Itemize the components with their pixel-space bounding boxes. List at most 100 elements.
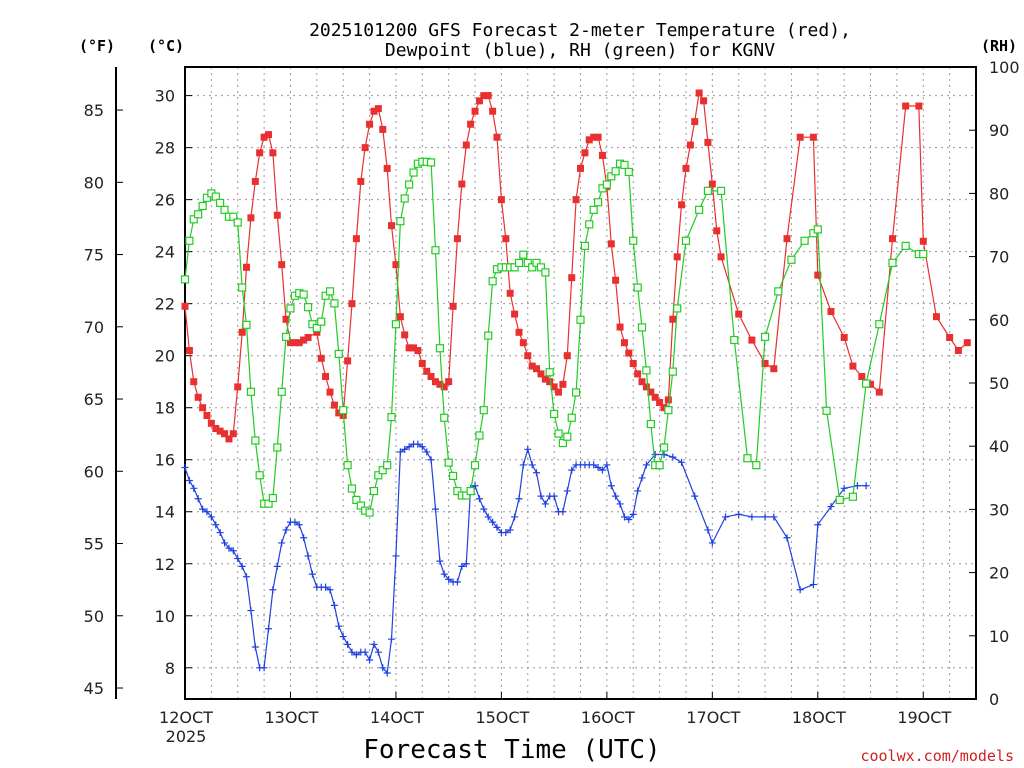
temperature-point xyxy=(524,352,532,360)
temperature-point xyxy=(546,378,554,386)
temperature-point xyxy=(273,211,281,219)
dewpoint-point xyxy=(440,570,448,578)
dewpoint-point xyxy=(722,513,730,521)
rh-point xyxy=(216,198,225,207)
rh-point xyxy=(229,212,238,221)
dewpoint-point xyxy=(678,458,686,466)
temperature-point xyxy=(519,339,527,347)
rh-point xyxy=(848,492,858,501)
temperature-point xyxy=(344,357,352,365)
dewpoint-point xyxy=(234,555,242,563)
rh-point xyxy=(589,205,598,214)
temperature-point xyxy=(664,396,672,404)
temperature-point xyxy=(867,380,875,388)
dewpoint-point xyxy=(651,451,659,459)
rh-point xyxy=(194,210,203,219)
temperature-point xyxy=(199,404,207,412)
dewpoint-point xyxy=(431,505,439,513)
dewpoint-point xyxy=(796,586,804,594)
rh-point xyxy=(475,431,484,440)
celsius-unit-label: (°C) xyxy=(148,37,184,55)
dewpoint-point xyxy=(629,510,637,518)
temperature-point xyxy=(238,328,246,336)
rh-point xyxy=(325,287,335,296)
temperature-point xyxy=(181,302,189,310)
rh-point xyxy=(730,335,739,345)
rh-point xyxy=(901,241,910,250)
rh-point xyxy=(695,205,704,214)
rh-point xyxy=(242,320,251,329)
dewpoint-point xyxy=(194,495,202,503)
temperature-point xyxy=(761,359,769,367)
fahrenheit-tick-label: 75 xyxy=(84,246,104,265)
data-series xyxy=(180,89,971,677)
rh-point xyxy=(637,323,647,332)
rh-tick-label: 20 xyxy=(989,564,1009,583)
dewpoint-point xyxy=(418,443,426,451)
x-tick-label: 15OCT xyxy=(475,708,529,727)
dewpoint-point xyxy=(388,635,396,643)
rh-point xyxy=(405,180,414,189)
rh-point xyxy=(238,283,247,292)
rh-point xyxy=(541,268,550,277)
dewpoint-point xyxy=(181,464,189,472)
temperature-point xyxy=(379,125,387,133)
dewpoint-point xyxy=(783,534,791,542)
dewpoint-point xyxy=(625,516,633,524)
temperature-point xyxy=(370,107,378,115)
temperature-point xyxy=(511,310,519,318)
temperature-point xyxy=(361,144,369,152)
dewpoint-point xyxy=(568,466,576,474)
rh-point xyxy=(567,413,576,422)
temperature-point xyxy=(278,261,286,269)
dewpoint-point xyxy=(423,448,431,456)
temperature-point xyxy=(322,372,330,380)
temperature-point xyxy=(471,107,479,115)
temperature-point xyxy=(453,235,461,243)
celsius-tick-label: 18 xyxy=(155,399,175,418)
temperature-point xyxy=(919,237,927,245)
dewpoint-point xyxy=(541,500,549,508)
temperature-point xyxy=(418,359,426,367)
dewpoint-point xyxy=(598,466,606,474)
temperature-point xyxy=(251,177,259,185)
chart-title-line1: 2025101200 GFS Forecast 2-meter Temperat… xyxy=(309,20,851,41)
rh-point xyxy=(563,432,572,441)
rh-point xyxy=(281,332,291,341)
dewpoint-point xyxy=(550,492,558,500)
rh-point xyxy=(822,406,831,415)
celsius-tick-label: 8 xyxy=(165,659,175,678)
rh-point xyxy=(330,299,339,308)
dewpoint-point xyxy=(414,440,422,448)
rh-point xyxy=(752,461,761,470)
temperature-point xyxy=(770,365,778,373)
temperature-point xyxy=(357,177,365,185)
rh-point xyxy=(862,379,871,388)
temperature-point xyxy=(598,151,606,159)
dewpoint-point xyxy=(392,552,400,560)
rh-point xyxy=(484,331,493,340)
rh-point xyxy=(444,458,453,467)
rh-point xyxy=(585,220,594,229)
dewpoint-point xyxy=(216,529,224,537)
dewpoint-point xyxy=(361,648,369,656)
temperature-point xyxy=(902,102,910,110)
temperature-point xyxy=(234,383,242,391)
dewpoint-point xyxy=(612,492,620,500)
dewpoint-point xyxy=(374,648,382,656)
rh-tick-label: 70 xyxy=(989,248,1009,267)
rh-point xyxy=(369,486,379,496)
credit-link[interactable]: coolwx.com/models xyxy=(860,747,1014,765)
dewpoint-point xyxy=(537,492,545,500)
rh-point xyxy=(435,344,445,353)
temperature-point xyxy=(656,399,664,407)
temperature-point xyxy=(616,323,624,331)
rh-point xyxy=(246,387,256,396)
temperature-point xyxy=(638,378,646,386)
rh-tick-label: 60 xyxy=(989,311,1009,330)
temperature-point xyxy=(660,404,668,412)
temperature-point xyxy=(282,315,290,323)
dewpoint-point xyxy=(620,513,628,521)
dewpoint-point xyxy=(247,607,255,615)
dewpoint-point xyxy=(396,448,404,456)
